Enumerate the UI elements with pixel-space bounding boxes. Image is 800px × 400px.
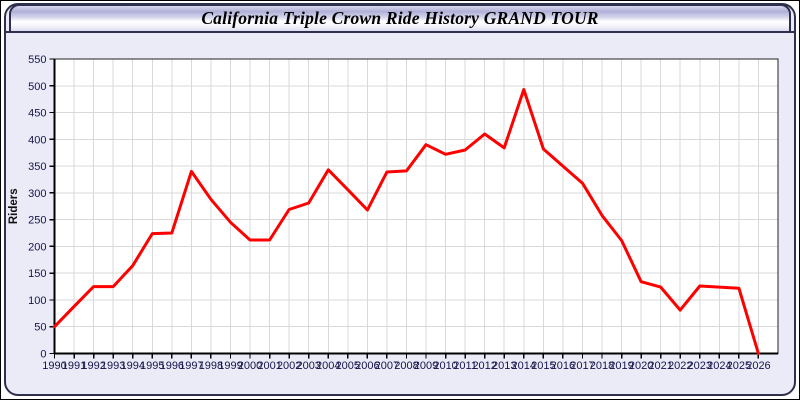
svg-text:550: 550 <box>28 54 46 66</box>
svg-text:450: 450 <box>28 108 46 120</box>
svg-text:100: 100 <box>28 295 46 307</box>
svg-text:2009: 2009 <box>414 360 438 372</box>
svg-text:2003: 2003 <box>296 360 320 372</box>
svg-text:1998: 1998 <box>199 360 223 372</box>
svg-text:1994: 1994 <box>120 360 144 372</box>
svg-text:2000: 2000 <box>238 360 262 372</box>
svg-text:2025: 2025 <box>727 360 751 372</box>
svg-text:2010: 2010 <box>433 360 457 372</box>
svg-text:2002: 2002 <box>277 360 301 372</box>
svg-text:2004: 2004 <box>316 360 340 372</box>
svg-text:400: 400 <box>28 134 46 146</box>
title-bar-divider <box>5 31 795 33</box>
svg-text:1997: 1997 <box>179 360 203 372</box>
svg-text:350: 350 <box>28 161 46 173</box>
svg-text:2012: 2012 <box>472 360 496 372</box>
svg-text:300: 300 <box>28 188 46 200</box>
svg-text:2020: 2020 <box>629 360 653 372</box>
svg-text:2011: 2011 <box>453 360 477 372</box>
svg-text:2023: 2023 <box>688 360 712 372</box>
svg-text:2014: 2014 <box>512 360 536 372</box>
svg-text:2008: 2008 <box>394 360 418 372</box>
title-bar: California Triple Crown Ride History GRA… <box>9 4 791 33</box>
riders-series-line <box>53 88 760 355</box>
svg-text:2006: 2006 <box>355 360 379 372</box>
svg-text:200: 200 <box>28 241 46 253</box>
svg-text:1996: 1996 <box>160 360 184 372</box>
svg-text:2022: 2022 <box>668 360 692 372</box>
svg-text:2017: 2017 <box>570 360 594 372</box>
svg-text:150: 150 <box>28 268 46 280</box>
grid-lines <box>54 59 778 354</box>
svg-text:2021: 2021 <box>648 360 672 372</box>
x-axis-labels: 1990199119921993199419951996199719981999… <box>42 360 770 372</box>
svg-text:1993: 1993 <box>101 360 125 372</box>
svg-text:2019: 2019 <box>609 360 633 372</box>
chart-title: California Triple Crown Ride History GRA… <box>201 8 599 28</box>
tick-marks <box>49 58 760 359</box>
svg-text:2005: 2005 <box>336 360 360 372</box>
svg-text:500: 500 <box>28 81 46 93</box>
svg-text:1995: 1995 <box>140 360 164 372</box>
svg-text:2013: 2013 <box>492 360 516 372</box>
y-axis-labels: 0 50 100 150 200 250 300 350 400 450 500 550 <box>28 54 46 361</box>
svg-text:2018: 2018 <box>590 360 614 372</box>
svg-text:250: 250 <box>28 215 46 227</box>
svg-text:2001: 2001 <box>257 360 281 372</box>
axes <box>53 59 778 355</box>
svg-text:2016: 2016 <box>551 360 575 372</box>
svg-text:2026: 2026 <box>746 360 770 372</box>
svg-text:1990: 1990 <box>42 360 66 372</box>
svg-text:1992: 1992 <box>81 360 105 372</box>
svg-text:2024: 2024 <box>707 360 731 372</box>
svg-text:1999: 1999 <box>218 360 242 372</box>
svg-text:50: 50 <box>34 322 46 334</box>
plot-area <box>54 59 778 354</box>
svg-text:2007: 2007 <box>375 360 399 372</box>
svg-text:2015: 2015 <box>531 360 555 372</box>
svg-text:0: 0 <box>40 349 46 361</box>
y-axis-title: Riders <box>8 188 20 224</box>
svg-text:1991: 1991 <box>62 360 86 372</box>
